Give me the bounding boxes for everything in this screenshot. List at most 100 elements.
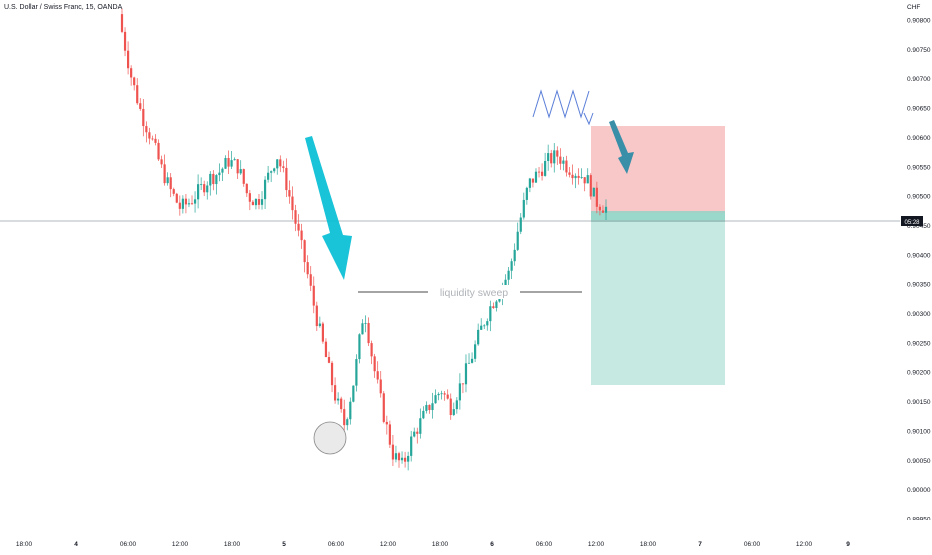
price-tick-label: 0.90250 (907, 340, 931, 347)
candle-body (458, 383, 461, 401)
down-arrow-icon[interactable] (305, 136, 352, 280)
price-tick-label: 0.90500 (907, 194, 931, 201)
small-down-arrow-icon[interactable] (609, 120, 634, 174)
candle-body (355, 359, 358, 386)
candle-body (263, 179, 267, 200)
candle-body (221, 168, 224, 173)
candle-body (318, 323, 321, 327)
candle-body (394, 453, 398, 460)
candle-body (592, 187, 595, 197)
candle-body (178, 202, 181, 209)
candle-body (130, 68, 133, 78)
candle-body (193, 199, 197, 204)
chart-area[interactable]: liquidity sweep (0, 0, 900, 536)
candle-body (291, 196, 294, 211)
candle-body (449, 398, 452, 416)
candle-body (510, 261, 513, 271)
candle-body (136, 85, 139, 104)
candle-body (604, 206, 608, 213)
candle-body (288, 190, 291, 197)
candle-body (184, 198, 188, 205)
candle-body (480, 325, 483, 330)
candle-body (166, 177, 169, 184)
time-tick-label: 5 (282, 541, 286, 548)
candle-body (254, 198, 258, 206)
price-tick-label: 0.90400 (907, 252, 931, 259)
candle-body (413, 431, 416, 437)
candle-body (373, 356, 376, 372)
low-circle-marker[interactable] (313, 421, 347, 455)
candle-body (397, 453, 401, 461)
candle-body (483, 325, 486, 327)
candle-body (422, 410, 425, 419)
candle-body (416, 431, 419, 434)
candle-body (519, 217, 522, 232)
time-tick-label: 18:00 (432, 541, 449, 548)
candle-body (151, 138, 154, 140)
candle-body (528, 178, 531, 188)
currency-label: CHF (907, 4, 921, 11)
candle-body (391, 444, 395, 460)
time-tick-label: 18:00 (16, 541, 33, 548)
zigzag-pattern[interactable] (532, 89, 590, 119)
price-tick-label: 0.90600 (907, 135, 931, 142)
candle-body (455, 400, 458, 410)
entry-band (591, 211, 725, 222)
time-tick-label: 06:00 (328, 541, 345, 548)
candle-body (297, 223, 300, 231)
candle-body (601, 210, 605, 213)
candle-body (120, 14, 124, 32)
candle-body (547, 153, 550, 161)
candle-body (285, 167, 288, 191)
candle-body (248, 193, 251, 202)
candle-body (251, 201, 254, 206)
candle-body (531, 178, 535, 183)
price-tick-label: 0.90750 (907, 47, 931, 54)
liquidity-sweep-label-bg (428, 285, 520, 299)
candle-body (565, 160, 568, 173)
candle-body (598, 206, 602, 211)
price-chart[interactable]: liquidity sweep (0, 0, 900, 536)
candle-body (337, 398, 340, 401)
candle-body (407, 455, 410, 462)
stop-loss-zone[interactable] (591, 126, 725, 213)
candles-group (120, 8, 608, 471)
candle-body (236, 159, 239, 174)
candle-body (461, 383, 465, 385)
candle-body (388, 424, 391, 445)
price-tick-label: 0.90000 (907, 487, 931, 494)
take-profit-zone[interactable] (591, 213, 725, 385)
candle-body (224, 157, 227, 169)
candle-body (486, 321, 489, 326)
candle-body (464, 363, 468, 385)
candle-body (361, 323, 364, 335)
candle-body (154, 138, 157, 143)
candle-body (163, 164, 166, 184)
price-tick-label: 0.90050 (907, 458, 931, 465)
candle-body (218, 172, 221, 176)
candle-body (333, 385, 337, 401)
candle-body (379, 379, 382, 394)
price-tick-label: 0.90350 (907, 282, 931, 289)
time-tick-label: 06:00 (120, 541, 137, 548)
time-axis[interactable]: 18:00 4 06:00 12:00 18:00 5 06:00 12:00 18:00 6 06… (0, 520, 900, 550)
candle-body (586, 175, 589, 184)
candle-body (282, 166, 285, 168)
price-axis[interactable]: 0.90800 0.90750 0.90700 0.90650 0.90600 0.905… (900, 0, 932, 524)
candle-body (367, 323, 370, 344)
candle-body (507, 270, 510, 280)
price-tick-label: 0.90700 (907, 76, 931, 83)
candle-body (200, 184, 203, 185)
candle-body (257, 198, 261, 205)
candle-body (504, 279, 507, 287)
candle-body (303, 240, 306, 263)
candle-body (489, 306, 492, 322)
candle-body (470, 358, 474, 363)
candle-body (212, 173, 215, 185)
price-tick-label: 0.90200 (907, 370, 931, 377)
current-price-badge-text: 05:28 (904, 220, 920, 226)
candle-body (474, 344, 477, 359)
candle-body (574, 175, 577, 179)
candle-body (172, 189, 175, 194)
candle-body (537, 171, 541, 173)
